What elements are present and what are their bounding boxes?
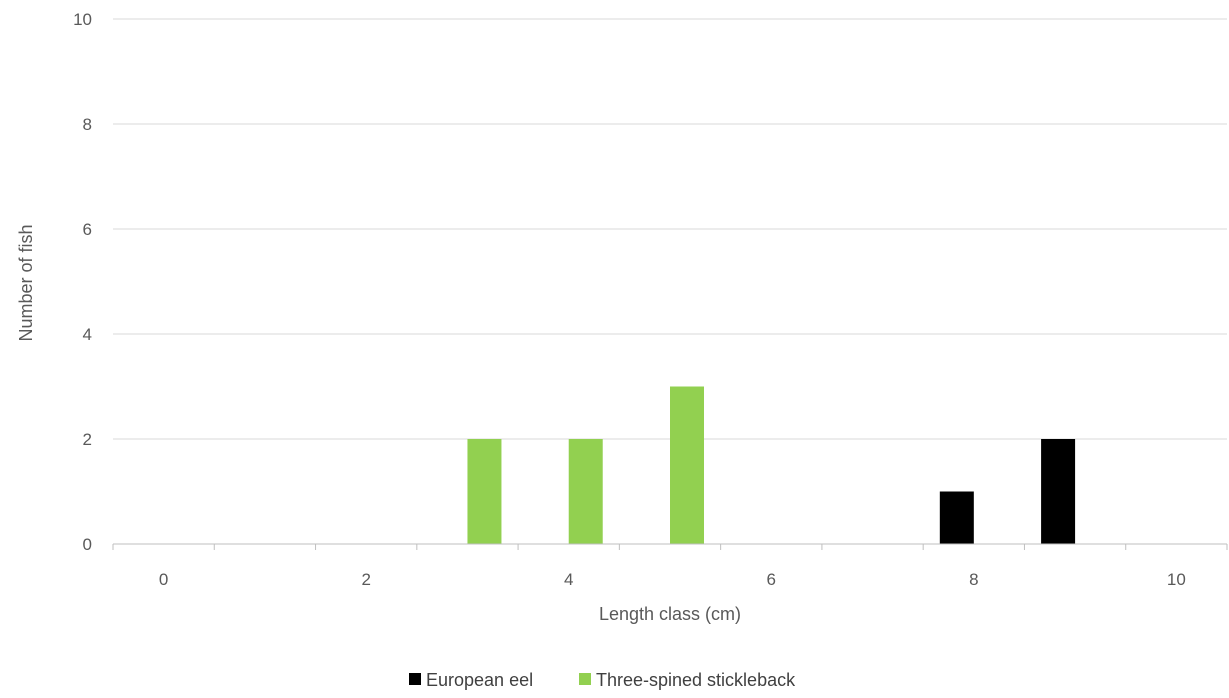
y-tick-label: 6: [83, 220, 92, 239]
bar-three-spined-stickleback: [467, 439, 502, 544]
x-tick-label: 6: [767, 570, 776, 589]
bar-european-eel: [939, 491, 974, 544]
y-axis-title: Number of fish: [16, 224, 36, 341]
y-tick-label: 8: [83, 115, 92, 134]
legend-label: European eel: [426, 670, 533, 690]
y-tick-label: 4: [83, 325, 92, 344]
bar-european-eel: [1041, 439, 1076, 544]
legend: European eel Three-spined stickleback: [409, 670, 796, 690]
legend-swatch: [409, 673, 421, 685]
bars: [467, 386, 1076, 544]
y-tick-label: 0: [83, 535, 92, 554]
x-tick-label: 0: [159, 570, 168, 589]
legend-label: Three-spined stickleback: [596, 670, 796, 690]
x-tick-label: 4: [564, 570, 573, 589]
bar-three-spined-stickleback: [670, 386, 704, 544]
x-tick-label: 2: [361, 570, 370, 589]
bar-three-spined-stickleback: [568, 439, 603, 544]
y-tick-label: 10: [73, 10, 92, 29]
x-tick-label: 10: [1167, 570, 1186, 589]
x-tick-label: 8: [969, 570, 978, 589]
legend-swatch: [579, 673, 591, 685]
x-axis: [112, 543, 1228, 550]
gridlines: [113, 18, 1227, 440]
y-tick-labels: 0 2 4 6 8 10: [73, 10, 92, 554]
x-tick-labels: 0 2 4 6 8 10: [159, 570, 1186, 589]
y-tick-label: 2: [83, 430, 92, 449]
x-axis-title: Length class (cm): [599, 604, 741, 624]
